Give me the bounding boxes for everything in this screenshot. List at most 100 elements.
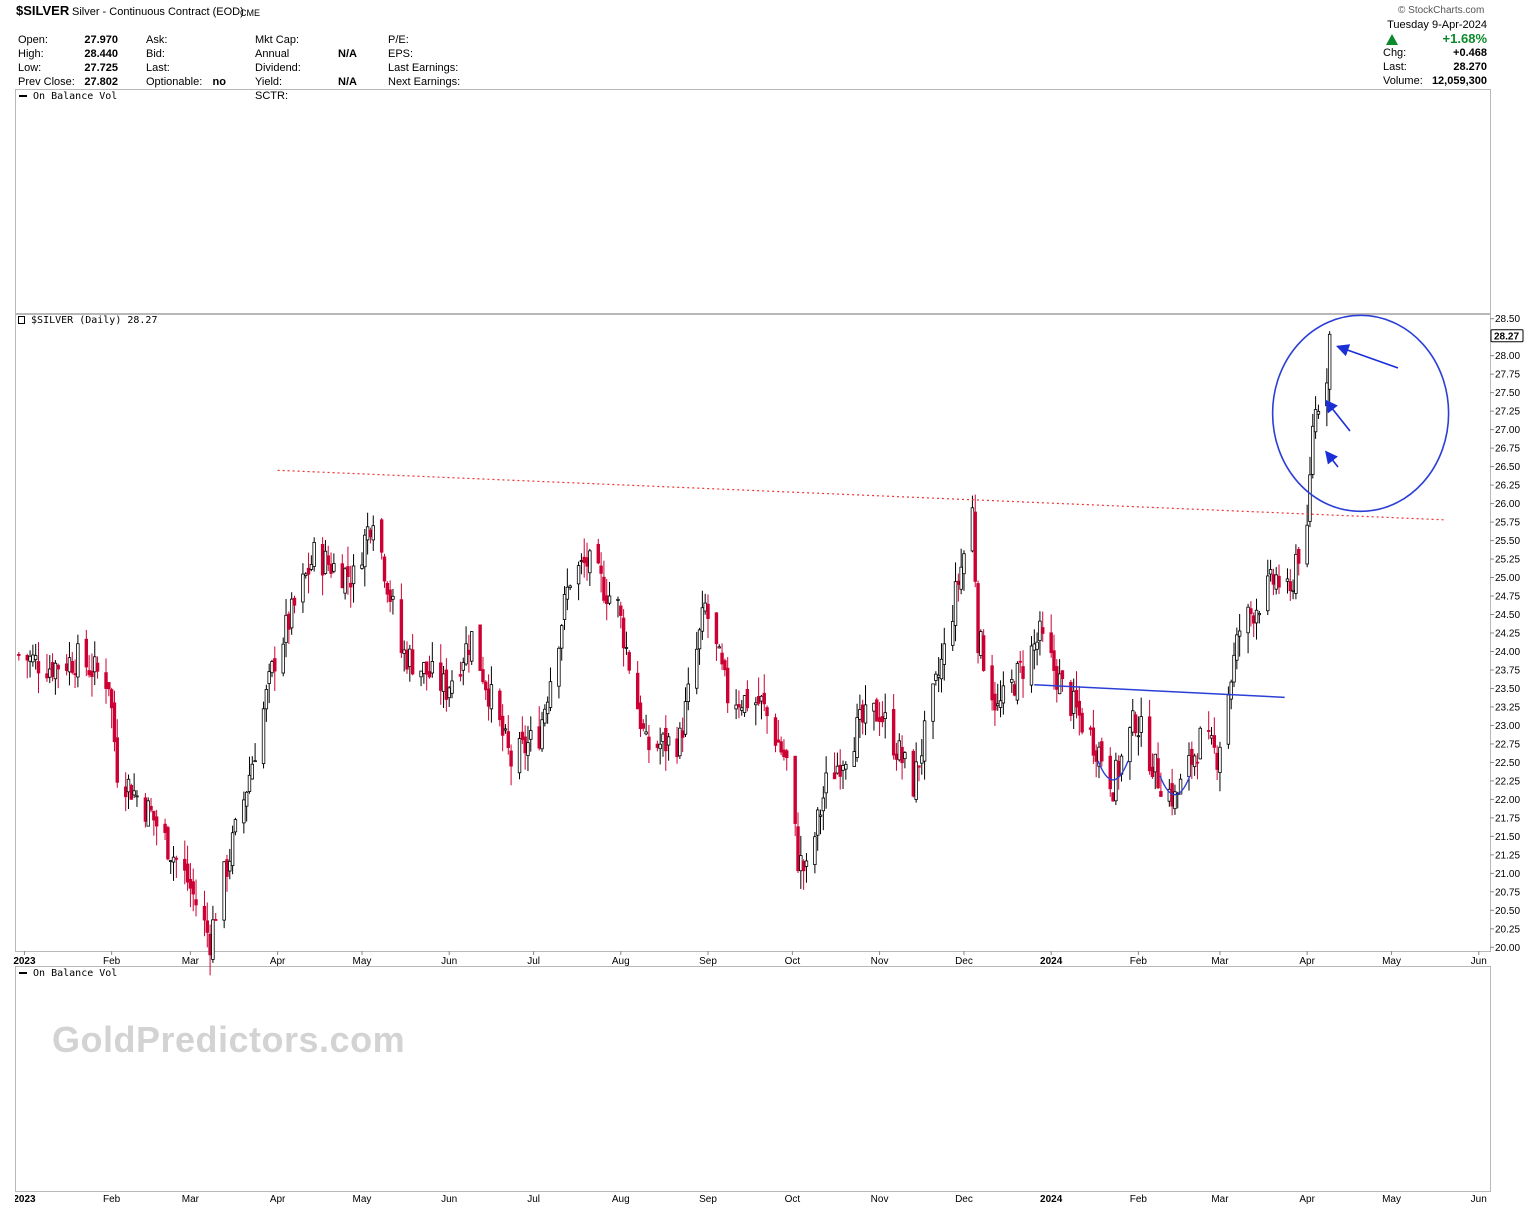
candle-body <box>880 716 885 723</box>
candle-body <box>382 556 387 582</box>
candle-body <box>723 660 727 671</box>
bottom-x-tick-label: Mar <box>182 1194 200 1205</box>
candle-body <box>76 643 80 678</box>
candle-body <box>33 655 38 660</box>
x-axis: 2023 Feb Mar Apr May Jun Jul Aug Sep Oct Nov Dec 202… <box>13 951 1487 967</box>
candle-body <box>1285 578 1290 582</box>
label-text: $SILVER (Daily) 28.27 <box>31 315 158 326</box>
candle-body <box>1018 660 1022 663</box>
candle-body <box>1156 758 1160 789</box>
candle-body <box>363 534 367 568</box>
label: Last: <box>146 62 170 74</box>
eps-row: EPS: <box>388 47 488 61</box>
candle-body <box>388 589 392 602</box>
candle-body <box>31 654 35 663</box>
candle-body <box>855 717 859 758</box>
change-pct-row: +1.68% <box>1383 32 1487 46</box>
candle-body <box>841 764 845 771</box>
x-tick-label: Mar <box>1211 956 1229 967</box>
candle-body <box>332 563 336 572</box>
candle-body <box>132 790 136 796</box>
label-text: On Balance Vol <box>33 91 118 102</box>
candle-body <box>1091 727 1096 756</box>
obv-panel-top: On Balance Vol <box>15 89 1491 314</box>
label: Last Earnings: <box>388 62 459 74</box>
candle-body <box>109 689 114 709</box>
candle-body <box>863 704 868 724</box>
candle-body <box>424 661 429 675</box>
candle-body <box>1308 474 1312 522</box>
candle-body <box>759 695 764 702</box>
candle-body <box>548 681 553 708</box>
candle-body <box>557 647 561 687</box>
bottom-x-tick-label: Nov <box>871 1194 889 1205</box>
candle-body <box>135 795 139 798</box>
candle-body <box>1235 634 1239 661</box>
candle-body <box>936 674 941 678</box>
candle-body <box>973 511 977 582</box>
candle-body <box>1088 727 1093 730</box>
right-quote-box: Tuesday 9-Apr-2024 +1.68% Chg: +0.468 Las… <box>1383 18 1487 88</box>
candle-body <box>993 693 997 711</box>
candle-body <box>680 730 685 738</box>
highlight-circle <box>1271 314 1450 513</box>
candle-body <box>920 755 924 764</box>
candle-body <box>1187 754 1191 778</box>
bottom-x-tick-label: Jun <box>1471 1194 1487 1205</box>
neckline-trendline <box>1034 684 1285 699</box>
candle-body <box>253 760 257 763</box>
value: 12,059,300 <box>1431 75 1487 87</box>
y-tick-label: 22.25 <box>1495 776 1520 787</box>
candle-body <box>126 778 131 793</box>
candle-body <box>458 674 463 677</box>
candle-body <box>714 612 719 645</box>
bottom-x-tick-label: Feb <box>1130 1194 1148 1205</box>
label: SCTR: <box>255 90 288 102</box>
candle-body <box>107 682 111 690</box>
candle-body <box>1153 753 1157 773</box>
candle-body <box>391 595 395 600</box>
y-tick-label: 26.50 <box>1495 462 1520 473</box>
candle-body <box>813 836 817 865</box>
x-tick-label: Dec <box>955 956 973 967</box>
candle-body <box>1029 645 1034 686</box>
candle-body <box>725 667 730 704</box>
candle-body <box>560 625 564 649</box>
candle-body <box>686 683 691 702</box>
ask-row: Ask: <box>146 33 226 47</box>
candle-body <box>93 656 97 673</box>
candle-body <box>323 550 328 574</box>
candle-body <box>1012 684 1017 696</box>
candle-body <box>543 708 547 724</box>
description: Silver - Continuous Contract (EOD) <box>72 6 244 18</box>
candle-body <box>526 742 530 756</box>
candle-body <box>405 649 409 670</box>
candle-body <box>202 905 207 921</box>
candle-body <box>208 933 212 956</box>
candle-body <box>782 749 786 758</box>
value: 28.440 <box>84 48 118 60</box>
candle-body <box>785 750 789 759</box>
candle-body <box>149 805 153 811</box>
y-tick-label: 27.50 <box>1495 388 1520 399</box>
candle-body <box>1226 694 1231 745</box>
candle-body <box>284 614 288 643</box>
candle-body <box>1114 759 1118 802</box>
candle-body <box>998 700 1003 708</box>
candle-body <box>939 658 944 680</box>
candle-body <box>1327 333 1332 390</box>
candle-body <box>942 643 946 665</box>
label: EPS: <box>388 48 414 60</box>
candle-body <box>36 661 41 674</box>
candle-body <box>503 728 508 731</box>
next-earnings-row: Next Earnings: <box>388 75 488 89</box>
y-tick-label: 23.00 <box>1495 721 1520 732</box>
candle-body <box>537 726 541 749</box>
candle-body <box>481 669 485 683</box>
bottom-cup-arc <box>1097 760 1129 781</box>
candle-body <box>529 730 533 740</box>
candle-body <box>1074 689 1079 708</box>
candle-body <box>399 599 404 654</box>
candle-body <box>765 707 769 717</box>
candle-body <box>638 702 643 729</box>
